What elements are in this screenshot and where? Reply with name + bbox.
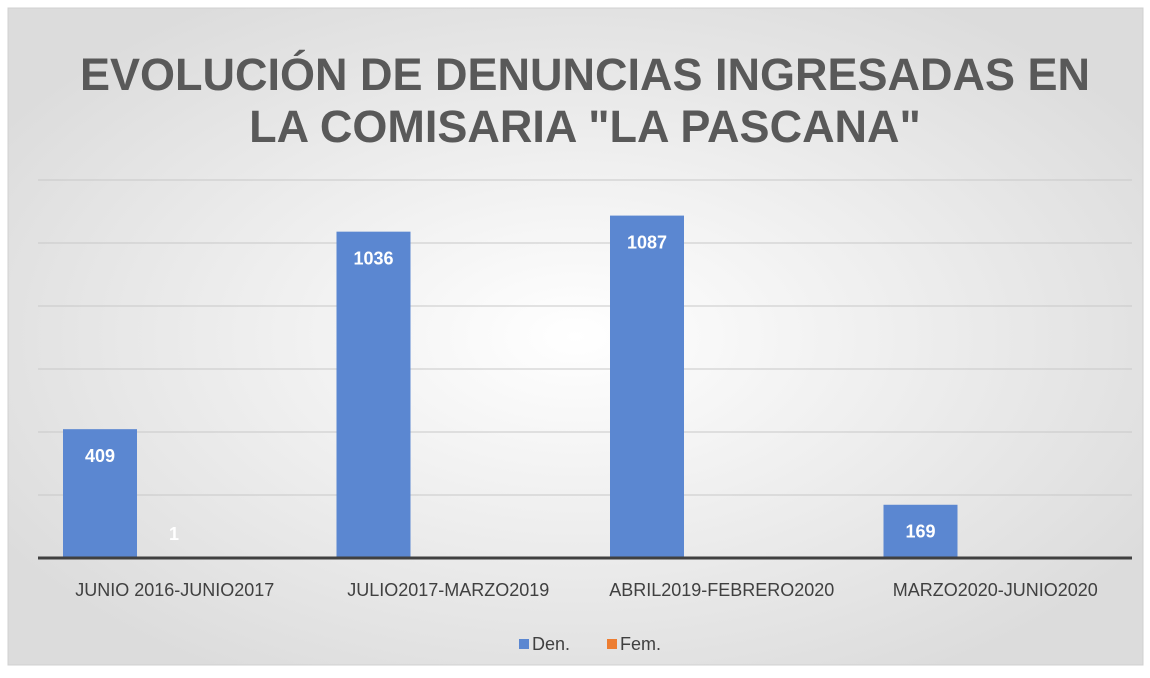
data-label: 1087 [627,232,667,252]
x-tick-label: JULIO2017-MARZO2019 [347,580,549,600]
bar [337,232,411,558]
x-tick-label: MARZO2020-JUNIO2020 [893,580,1098,600]
x-tick-label: JUNIO 2016-JUNIO2017 [75,580,274,600]
legend-label: Fem. [620,634,661,654]
x-tick-label: ABRIL2019-FEBRERO2020 [609,580,834,600]
chart-title: EVOLUCIÓN DE DENUNCIAS INGRESADAS EN [80,49,1090,100]
legend-swatch [607,639,617,649]
bar [610,216,684,558]
legend-label: Den. [532,634,570,654]
data-label: 1036 [353,248,393,268]
legend-swatch [519,639,529,649]
data-label: 409 [85,446,115,466]
data-label: 169 [905,522,935,542]
chart-title: LA COMISARIA "LA PASCANA" [249,101,921,152]
data-label: 1 [169,524,179,544]
